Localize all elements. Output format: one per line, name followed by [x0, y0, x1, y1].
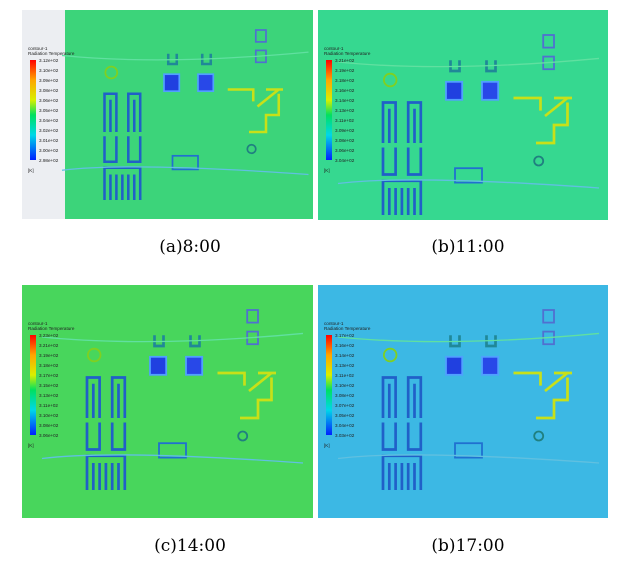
- legend-label: 3.18e+02: [335, 78, 355, 83]
- legend-label: 3.21e+02: [39, 343, 59, 348]
- legend-unit: [K]: [324, 168, 330, 173]
- legend-label: 3.05e+02: [335, 413, 355, 418]
- legend-label: 3.11e+02: [335, 118, 354, 123]
- legend-label: 3.06e+02: [39, 433, 59, 438]
- legend-title: Radiation Temperature: [28, 51, 75, 56]
- legend-label: 3.10e+02: [39, 68, 59, 73]
- color-bar: [326, 335, 332, 435]
- legend-label: 3.16e+02: [335, 343, 355, 348]
- legend-name: contour-1: [324, 321, 344, 326]
- legend-label: 3.04e+02: [39, 118, 59, 123]
- legend-label: 3.08e+02: [39, 423, 59, 428]
- legend-label: 3.15e+02: [39, 383, 59, 388]
- legend-label: 3.12e+02: [39, 58, 59, 63]
- legend-label: 3.18e+02: [39, 363, 59, 368]
- legend-unit: [K]: [324, 443, 330, 448]
- legend-label: 3.21e+02: [335, 58, 355, 63]
- legend-label: 3.13e+02: [335, 363, 355, 368]
- legend-label: 3.08e+02: [39, 88, 59, 93]
- viewport-margin: [22, 10, 65, 219]
- contour-background: [318, 10, 608, 220]
- legend-label: 3.05e+02: [39, 108, 59, 113]
- legend-label: 3.04e+02: [335, 158, 355, 163]
- legend-label: 3.09e+02: [335, 128, 355, 133]
- legend-label: 3.08e+02: [335, 138, 355, 143]
- legend-name: contour-1: [28, 46, 48, 51]
- legend-label: 3.10e+02: [39, 413, 59, 418]
- contour-background: [318, 285, 608, 518]
- legend-label: 3.01e+02: [39, 138, 59, 143]
- legend-name: contour-1: [28, 321, 48, 326]
- legend-title: Radiation Temperature: [324, 326, 371, 331]
- legend-label: 3.16e+02: [335, 88, 355, 93]
- legend-label: 3.11e+02: [335, 373, 354, 378]
- legend-label: 3.00e+02: [39, 148, 59, 153]
- legend-label: 3.11e+02: [39, 403, 58, 408]
- contour-background: [22, 10, 313, 219]
- legend-name: contour-1: [324, 46, 344, 51]
- legend-label: 3.17e+02: [335, 333, 355, 338]
- legend-title: Radiation Temperature: [28, 326, 75, 331]
- legend-label: 3.03e+02: [335, 433, 355, 438]
- color-bar: [30, 60, 36, 160]
- legend-label: 3.14e+02: [335, 98, 355, 103]
- legend-label: 3.13e+02: [39, 393, 59, 398]
- legend-unit: [K]: [28, 443, 34, 448]
- legend-label: 3.17e+02: [39, 373, 59, 378]
- legend-label: 3.19e+02: [39, 353, 59, 358]
- legend-label: 3.10e+02: [335, 383, 355, 388]
- legend-label: 3.06e+02: [39, 98, 59, 103]
- legend-label: 3.19e+02: [335, 68, 355, 73]
- legend-label: 3.14e+02: [335, 353, 355, 358]
- caption: (b)17:00: [431, 536, 504, 556]
- caption: (a)8:00: [159, 237, 221, 257]
- color-bar: [326, 60, 332, 160]
- legend-label: 3.23e+02: [39, 333, 59, 338]
- legend-label: 3.09e+02: [39, 78, 59, 83]
- caption: (c)14:00: [154, 536, 226, 556]
- legend-title: Radiation Temperature: [324, 51, 371, 56]
- legend-label: 2.98e+02: [39, 158, 59, 163]
- legend-label: 3.02e+02: [39, 128, 59, 133]
- legend-label: 3.04e+02: [335, 423, 355, 428]
- legend-label: 3.13e+02: [335, 108, 355, 113]
- legend-unit: [K]: [28, 168, 34, 173]
- caption: (b)11:00: [431, 237, 504, 257]
- legend-label: 3.08e+02: [335, 393, 355, 398]
- contour-background: [22, 285, 313, 518]
- legend-label: 3.07e+02: [335, 403, 355, 408]
- legend-label: 3.06e+02: [335, 148, 355, 153]
- color-bar: [30, 335, 36, 435]
